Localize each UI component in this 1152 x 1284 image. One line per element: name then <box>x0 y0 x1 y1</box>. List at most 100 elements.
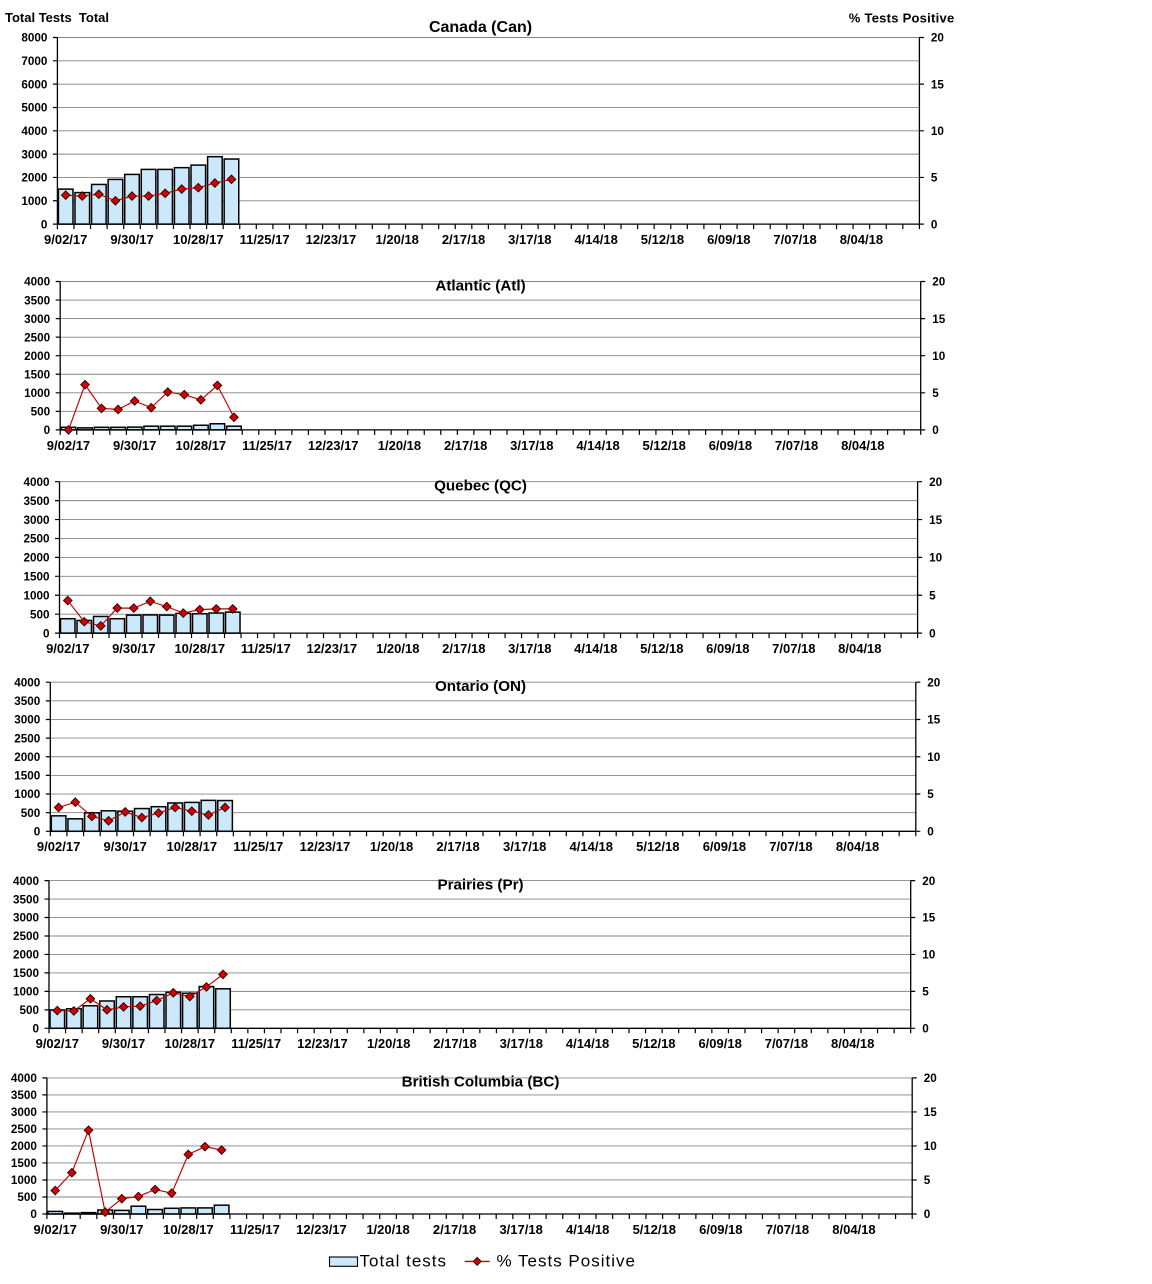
svg-text:5: 5 <box>927 788 934 801</box>
svg-text:11/25/17: 11/25/17 <box>242 438 292 453</box>
svg-text:Quebec (QC): Quebec (QC) <box>434 477 527 494</box>
svg-text:11/25/17: 11/25/17 <box>231 1036 281 1051</box>
svg-text:2000: 2000 <box>13 949 40 962</box>
svg-text:15: 15 <box>932 313 946 326</box>
svg-text:4/14/18: 4/14/18 <box>566 1036 609 1051</box>
svg-text:4000: 4000 <box>23 476 50 489</box>
svg-text:5/12/18: 5/12/18 <box>643 438 686 453</box>
svg-text:8/04/18: 8/04/18 <box>841 438 884 453</box>
svg-text:1500: 1500 <box>23 571 50 584</box>
svg-text:1000: 1000 <box>11 1174 38 1187</box>
svg-text:3000: 3000 <box>14 714 41 727</box>
svg-text:Total tests: Total tests <box>360 1251 448 1270</box>
svg-text:9/30/17: 9/30/17 <box>100 1222 143 1237</box>
svg-text:5: 5 <box>931 172 938 185</box>
svg-text:3/17/18: 3/17/18 <box>499 1222 542 1237</box>
svg-text:3500: 3500 <box>13 893 40 906</box>
svg-text:9/30/17: 9/30/17 <box>110 232 153 247</box>
svg-text:6/09/18: 6/09/18 <box>699 1222 742 1237</box>
svg-text:Atlantic (Atl): Atlantic (Atl) <box>435 277 525 294</box>
svg-text:0: 0 <box>34 826 41 839</box>
svg-text:4/14/18: 4/14/18 <box>566 1222 609 1237</box>
svg-text:10/28/17: 10/28/17 <box>165 1036 216 1051</box>
svg-text:% Tests Positive: % Tests Positive <box>849 11 955 26</box>
svg-text:2/17/18: 2/17/18 <box>433 1222 476 1237</box>
svg-text:1000: 1000 <box>21 195 48 208</box>
svg-text:3/17/18: 3/17/18 <box>508 641 551 656</box>
svg-text:8/04/18: 8/04/18 <box>838 641 881 656</box>
svg-text:2500: 2500 <box>23 533 50 546</box>
svg-text:0: 0 <box>922 1023 929 1036</box>
svg-text:6/09/18: 6/09/18 <box>709 438 752 453</box>
svg-text:0: 0 <box>32 1023 39 1036</box>
svg-text:12/23/17: 12/23/17 <box>297 1036 348 1051</box>
svg-text:12/23/17: 12/23/17 <box>296 1222 347 1237</box>
svg-text:6/09/18: 6/09/18 <box>698 1036 741 1051</box>
svg-text:2500: 2500 <box>13 930 40 943</box>
svg-text:0: 0 <box>929 627 936 640</box>
svg-text:5: 5 <box>929 589 936 602</box>
svg-text:3000: 3000 <box>24 313 51 326</box>
svg-text:4000: 4000 <box>21 125 48 138</box>
svg-text:5/12/18: 5/12/18 <box>641 232 684 247</box>
svg-text:1/20/18: 1/20/18 <box>370 839 413 854</box>
svg-text:15: 15 <box>927 714 941 727</box>
svg-text:2/17/18: 2/17/18 <box>442 232 485 247</box>
svg-text:2/17/18: 2/17/18 <box>442 641 485 656</box>
svg-text:3500: 3500 <box>24 294 51 307</box>
svg-text:8/04/18: 8/04/18 <box>840 232 883 247</box>
svg-text:7/07/18: 7/07/18 <box>766 1222 809 1237</box>
svg-text:7/07/18: 7/07/18 <box>765 1036 808 1051</box>
svg-text:2500: 2500 <box>24 331 51 344</box>
svg-text:6/09/18: 6/09/18 <box>703 839 746 854</box>
svg-text:500: 500 <box>31 406 51 419</box>
svg-text:5: 5 <box>922 986 929 999</box>
svg-text:10/28/17: 10/28/17 <box>163 1222 214 1237</box>
svg-text:1000: 1000 <box>13 986 40 999</box>
svg-text:3000: 3000 <box>13 912 40 925</box>
svg-text:1/20/18: 1/20/18 <box>378 438 421 453</box>
svg-text:3500: 3500 <box>11 1089 38 1102</box>
svg-text:11/25/17: 11/25/17 <box>240 232 290 247</box>
svg-text:500: 500 <box>21 807 41 820</box>
svg-text:9/02/17: 9/02/17 <box>36 1036 79 1051</box>
svg-text:3500: 3500 <box>14 695 41 708</box>
svg-text:9/30/17: 9/30/17 <box>112 641 155 656</box>
svg-text:Prairies (Pr): Prairies (Pr) <box>437 876 523 893</box>
svg-text:20: 20 <box>931 32 945 45</box>
svg-text:20: 20 <box>932 276 946 289</box>
svg-text:7/07/18: 7/07/18 <box>775 438 818 453</box>
svg-text:15: 15 <box>929 514 943 527</box>
svg-text:6000: 6000 <box>21 78 48 91</box>
svg-text:20: 20 <box>922 875 936 888</box>
svg-text:12/23/17: 12/23/17 <box>306 641 357 656</box>
svg-text:5000: 5000 <box>21 102 48 115</box>
svg-text:20: 20 <box>924 1072 938 1085</box>
svg-text:4/14/18: 4/14/18 <box>574 232 617 247</box>
svg-text:10: 10 <box>931 125 945 138</box>
svg-text:0: 0 <box>41 218 48 231</box>
svg-text:5/12/18: 5/12/18 <box>633 1222 676 1237</box>
svg-text:11/25/17: 11/25/17 <box>241 641 291 656</box>
svg-text:8000: 8000 <box>21 32 48 45</box>
svg-text:10: 10 <box>922 949 936 962</box>
svg-text:7/07/18: 7/07/18 <box>772 641 815 656</box>
svg-text:1500: 1500 <box>24 368 51 381</box>
svg-text:1000: 1000 <box>23 589 50 602</box>
svg-text:0: 0 <box>932 424 939 437</box>
svg-text:1/20/18: 1/20/18 <box>376 232 419 247</box>
svg-text:5: 5 <box>932 387 939 400</box>
svg-text:3500: 3500 <box>23 495 50 508</box>
svg-text:10: 10 <box>924 1140 938 1153</box>
svg-text:8/04/18: 8/04/18 <box>832 1222 875 1237</box>
svg-text:9/30/17: 9/30/17 <box>102 1036 145 1051</box>
svg-text:2500: 2500 <box>11 1123 38 1136</box>
svg-text:12/23/17: 12/23/17 <box>308 438 359 453</box>
svg-text:3/17/18: 3/17/18 <box>503 839 546 854</box>
svg-text:2000: 2000 <box>21 172 48 185</box>
svg-text:12/23/17: 12/23/17 <box>306 232 357 247</box>
svg-text:3000: 3000 <box>11 1106 38 1119</box>
svg-text:0: 0 <box>44 424 51 437</box>
svg-text:500: 500 <box>17 1191 37 1204</box>
svg-text:% Tests Positive: % Tests Positive <box>497 1251 636 1270</box>
